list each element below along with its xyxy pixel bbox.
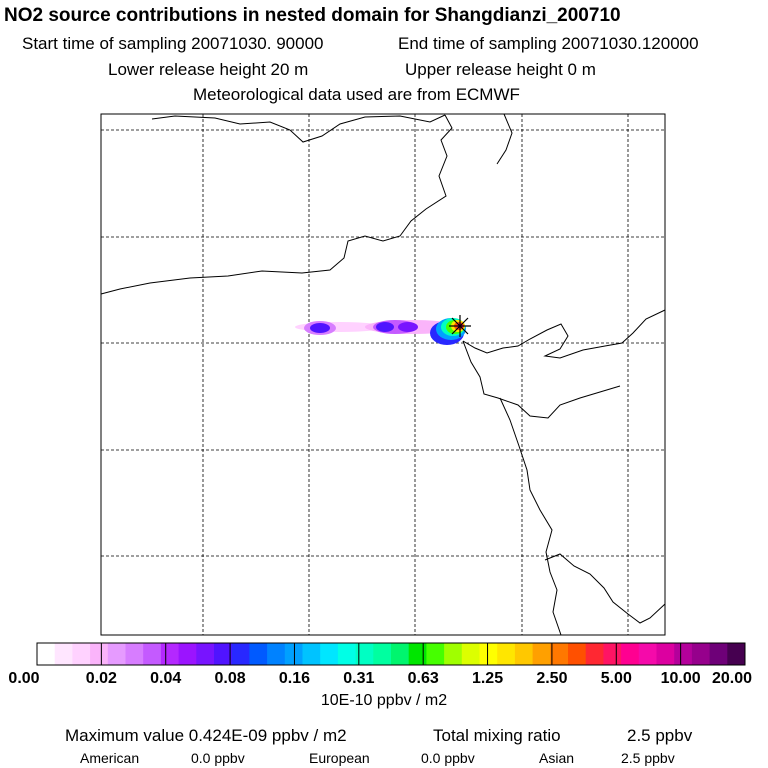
receptor-cross-d2 [451, 317, 469, 335]
colorbar-segment [603, 643, 622, 665]
colorbar-segment [160, 643, 180, 665]
colorbar-segment [231, 643, 250, 665]
colorbar-segment [426, 643, 445, 665]
plot-frame [100, 113, 666, 636]
colorbar-segment [532, 643, 551, 665]
asian-value: 2.5 ppbv [621, 750, 675, 766]
colorbar-segment [497, 643, 516, 665]
plume-contour [310, 323, 330, 333]
colorbar-segment [550, 643, 569, 665]
colorbar-segment [638, 643, 657, 665]
american-label: American [80, 750, 140, 766]
receptor-marker [449, 315, 471, 337]
colorbar-segment [143, 643, 162, 665]
colorbar-segment [37, 643, 56, 665]
colorbar-segment [54, 643, 73, 665]
colorbar-segment [214, 643, 233, 665]
asian-label: Asian [539, 750, 575, 766]
colorbar-tick-label: 1.25 [471, 670, 504, 687]
colorbar-tick-label: 0.02 [85, 670, 117, 687]
colorbar-segment [90, 643, 109, 665]
meteorological-data-label: Meteorological data used are from ECMWF [193, 85, 520, 104]
colorbar-segment [568, 643, 587, 665]
colorbar-segment [284, 643, 303, 665]
colorbar-segment [72, 643, 91, 665]
colorbar-frame [36, 642, 746, 666]
colorbar-segment [691, 643, 711, 665]
total-mixing-ratio-label: Total mixing ratio [433, 726, 561, 745]
colorbar-segment [621, 643, 640, 665]
colorbar-segment [125, 643, 144, 665]
colorbar-segment [249, 643, 268, 665]
colorbar-segment [267, 643, 286, 665]
plume-contour [398, 322, 418, 332]
colorbar-tick-label: 0.08 [214, 670, 246, 687]
upper-release-height-label: Upper release height 0 m [405, 60, 596, 79]
colorbar-segment [302, 643, 321, 665]
lower-release-height-label: Lower release height 20 m [108, 60, 309, 79]
coastline-shandong [462, 340, 621, 419]
colorbar-segment [408, 643, 427, 665]
total-mixing-ratio-value: 2.5 ppbv [627, 726, 693, 745]
colorbar-segment [107, 643, 126, 665]
colorbar [36, 642, 746, 666]
colorbar-tick-label: 5.00 [600, 670, 632, 687]
colorbar-segment [196, 643, 215, 665]
colorbar-segment [461, 643, 480, 665]
european-value: 0.0 ppbv [421, 750, 475, 766]
colorbar-tick-label: 0.16 [278, 670, 311, 687]
colorbar-segment [727, 643, 746, 665]
end-time-label: End time of sampling 20071030.120000 [398, 34, 699, 53]
colorbar-segment [373, 643, 392, 665]
start-time-label: Start time of sampling 20071030. 90000 [22, 34, 324, 53]
coastline-bohai [462, 309, 666, 359]
colorbar-segment [391, 643, 410, 665]
colorbar-segment [709, 643, 728, 665]
colorbar-tick-label: 0.31 [343, 670, 375, 687]
border-east [100, 114, 453, 295]
colorbar-tick-label: 2.50 [536, 670, 568, 687]
border-north [151, 114, 446, 143]
grid-lines [101, 114, 665, 635]
colorbar-segment [355, 643, 374, 665]
colorbar-tick-label: 0.04 [150, 670, 182, 687]
colorbar-segment [178, 643, 197, 665]
european-label: European [309, 750, 370, 766]
plume-contour [376, 322, 394, 332]
colorbar-segment [514, 643, 534, 665]
border-southeast [544, 553, 666, 624]
chart-title: NO2 source contributions in nested domai… [4, 5, 621, 26]
colorbar-segment [320, 643, 339, 665]
maximum-value-label: Maximum value 0.424E-09 ppbv / m2 [65, 726, 347, 745]
colorbar-segment [444, 643, 463, 665]
colorbar-segment [674, 643, 693, 665]
border-northeast [496, 113, 513, 165]
colorbar-units: 10E-10 ppbv / m2 [320, 692, 448, 709]
colorbar-segment [656, 643, 675, 665]
colorbar-tick-label: 0.00 [8, 670, 40, 687]
colorbar-segment [585, 643, 604, 665]
colorbar-tick-label: 0.63 [407, 670, 439, 687]
border-south [499, 397, 562, 636]
colorbar-segment [337, 643, 357, 665]
colorbar-tick-label: 20.00 [711, 670, 753, 687]
colorbar-segment [479, 643, 498, 665]
colorbar-tick-label: 10.00 [660, 670, 701, 687]
concentration-field [295, 318, 466, 345]
coastline-borders [100, 113, 666, 636]
american-value: 0.0 ppbv [191, 750, 245, 766]
